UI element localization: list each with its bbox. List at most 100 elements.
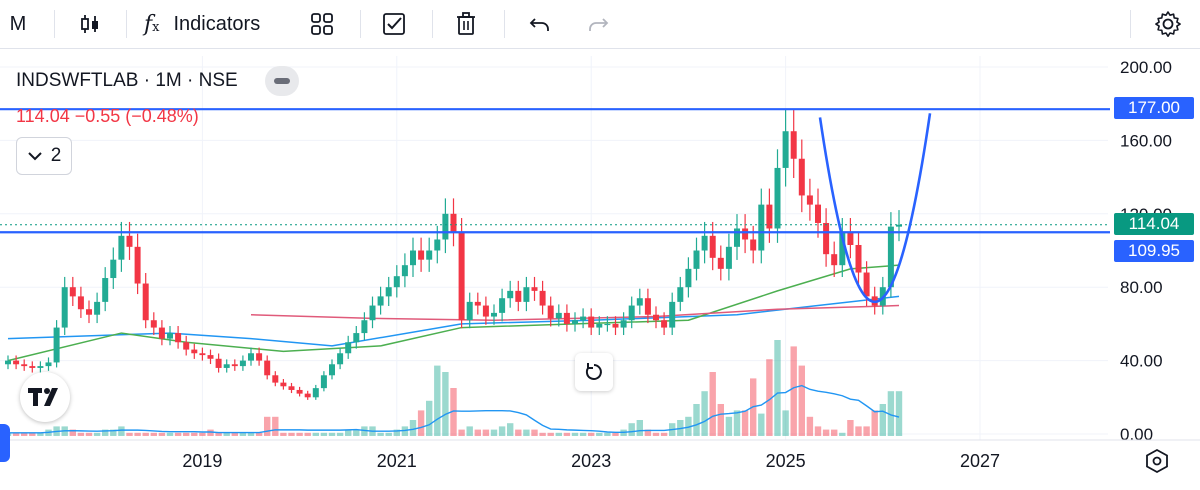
volume-bar (37, 432, 44, 436)
candles-icon[interactable] (72, 0, 108, 48)
volume-bar (831, 429, 838, 436)
volume-bar (660, 432, 668, 436)
candle-body (709, 235, 716, 258)
candle-body (126, 235, 133, 247)
time-axis: 2019 2021 2023 2025 2027 (0, 439, 1200, 471)
trash-icon[interactable] (446, 0, 486, 48)
side-panel-tab[interactable] (0, 424, 10, 462)
candle-body (580, 316, 587, 321)
volume-bar (296, 432, 303, 436)
indicator-count: 2 (50, 145, 62, 166)
candle-body (774, 167, 781, 229)
volume-bar (579, 432, 587, 436)
candle-body (766, 204, 773, 229)
volume-bar (272, 416, 279, 436)
resistance-price-tag: 177.00 (1114, 97, 1194, 119)
candle-body (231, 364, 238, 367)
volume-bar (741, 410, 749, 436)
interval-button[interactable]: M (0, 0, 36, 48)
candle-body (563, 312, 570, 324)
volume-bar (158, 432, 166, 436)
indicators-button[interactable]: fx Indicators (144, 0, 284, 48)
volume-bar (498, 426, 506, 436)
volume-bar (685, 416, 692, 436)
volume-bar (466, 426, 473, 436)
collapse-indicators-button[interactable]: 2 (16, 137, 72, 175)
toolbar-separator (1130, 10, 1131, 38)
candle-body (94, 301, 101, 315)
volume-bar (596, 432, 603, 436)
volume-bar (588, 432, 595, 436)
checkbox-icon[interactable] (374, 0, 414, 48)
volume-bar (377, 432, 384, 436)
candle-body (653, 314, 659, 321)
volume-bar (782, 410, 789, 436)
candle-body (215, 358, 222, 368)
volume-bar (401, 426, 409, 436)
candle-body (353, 333, 360, 343)
volume-bar (255, 432, 263, 436)
legend-values: 114.04 −0.55 (−0.48%) (16, 106, 199, 126)
volume-bar (555, 432, 562, 436)
x-tick-label: 2021 (377, 451, 417, 471)
moving-average-line (7, 295, 900, 347)
volume-bar (531, 429, 538, 436)
volume-bar (126, 432, 133, 436)
scale-settings-icon[interactable] (1143, 447, 1171, 475)
layout-grid-icon[interactable] (302, 0, 342, 48)
undo-icon[interactable] (520, 0, 560, 48)
candle-body (288, 386, 295, 390)
volume-bar (693, 404, 700, 436)
volume-bar (336, 432, 344, 436)
candle-body (329, 364, 335, 376)
candle-body (523, 287, 530, 302)
redo-icon[interactable] (578, 0, 618, 48)
tradingview-logo[interactable] (20, 372, 70, 422)
toolbar-separator (54, 10, 55, 38)
legend-title: INDSWFTLAB · 1M · NSE (16, 70, 238, 91)
reset-chart-icon[interactable] (575, 353, 613, 391)
volume-bar (523, 429, 530, 436)
volume-bar (871, 410, 878, 436)
candle-body (612, 323, 619, 328)
candle-body (677, 287, 684, 302)
candle-body (134, 246, 141, 284)
candle-body (167, 333, 173, 339)
volume-bar (839, 432, 846, 436)
volume-bar (304, 432, 311, 436)
candle-body (102, 278, 109, 302)
candle-body (806, 195, 813, 205)
candle-body (725, 246, 732, 269)
volume-bar (717, 404, 724, 436)
volume-bar (434, 365, 441, 436)
volume-bar (239, 432, 247, 436)
candle-body (426, 250, 433, 260)
candle-body (29, 366, 36, 368)
candle-body (118, 235, 125, 260)
hide-legend-icon[interactable] (265, 66, 299, 96)
candle-body (572, 320, 578, 324)
candle-body (223, 364, 230, 368)
settings-gear-icon[interactable] (1148, 0, 1188, 48)
volume-bar (134, 432, 141, 436)
volume-bar (150, 432, 157, 436)
candle-body (515, 290, 522, 302)
volume-bar (409, 420, 417, 436)
volume-bar (798, 365, 805, 436)
volume-bar (280, 432, 287, 436)
candle-body (150, 320, 157, 328)
candle-body (474, 301, 481, 306)
candle-body (685, 268, 692, 288)
candle-body (620, 320, 627, 328)
candle-body (175, 333, 182, 343)
volume-bar (774, 340, 781, 436)
volume-bar (69, 429, 76, 436)
candle-body (361, 320, 368, 334)
volume-bar (110, 429, 117, 436)
volume-bar (644, 429, 652, 436)
candle-body (831, 254, 838, 266)
volume-bar (102, 429, 109, 436)
candle-body (207, 355, 214, 359)
